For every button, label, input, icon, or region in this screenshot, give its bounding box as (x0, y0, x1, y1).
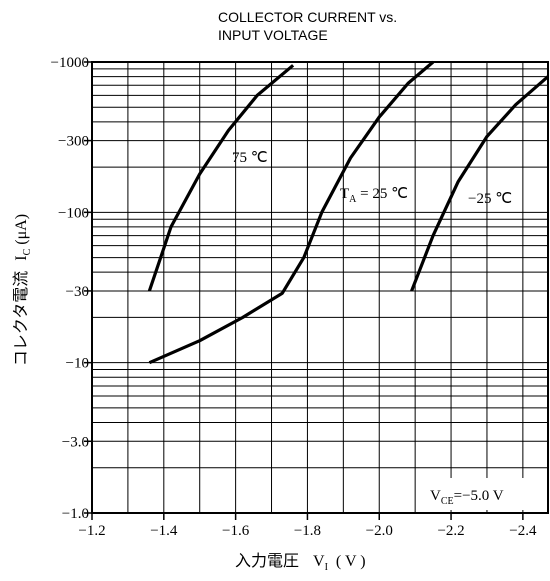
series-25c-curve (148, 60, 435, 365)
y-axis-ticks: −1.0 −3.0 −10 −30 −100 −300 −1000 (51, 55, 92, 522)
series-label-25c: TA = 25 ℃ (340, 186, 408, 205)
y-tick-label: −10 (66, 356, 89, 372)
x-tick-label: −1.6 (222, 523, 250, 539)
y-tick-label: −1.0 (62, 506, 89, 522)
condition-box-bg (419, 478, 546, 510)
y-tick-label: −30 (66, 284, 89, 300)
series-curves (147, 60, 550, 365)
x-tick-label: −2.4 (509, 523, 537, 539)
y-tick-label: −1000 (51, 55, 89, 71)
series-label-minus25c: −25 ℃ (468, 191, 512, 207)
x-tick-label: −2.2 (437, 523, 464, 539)
chart-title-line-1: COLLECTOR CURRENT vs. (218, 9, 397, 25)
x-tick-label: −2.0 (366, 523, 393, 539)
x-axis-ticks: −1.2 −1.4 −1.6 −1.8 −2.0 −2.2 −2.4 (78, 513, 537, 539)
condition-label: VCE=−5.0 V (430, 488, 504, 507)
plot-frame (91, 61, 549, 514)
series-label-75c: 75 ℃ (232, 150, 268, 166)
y-tick-label: −100 (58, 205, 89, 221)
y-tick-label: −3.0 (62, 434, 89, 450)
chart-title-line-2: INPUT VOLTAGE (218, 27, 328, 43)
y-tick-label: −300 (58, 134, 89, 150)
series-minus25c-curve (410, 75, 550, 292)
x-tick-label: −1.8 (294, 523, 321, 539)
x-tick-label: −1.2 (78, 523, 105, 539)
grid (92, 62, 548, 513)
x-axis-label: 入力電圧 VI( V ) (235, 552, 366, 573)
x-tick-label: −1.4 (150, 523, 178, 539)
series-75c-curve (147, 64, 295, 292)
y-axis-label: コレクタ電流IC(μA) (12, 214, 33, 366)
